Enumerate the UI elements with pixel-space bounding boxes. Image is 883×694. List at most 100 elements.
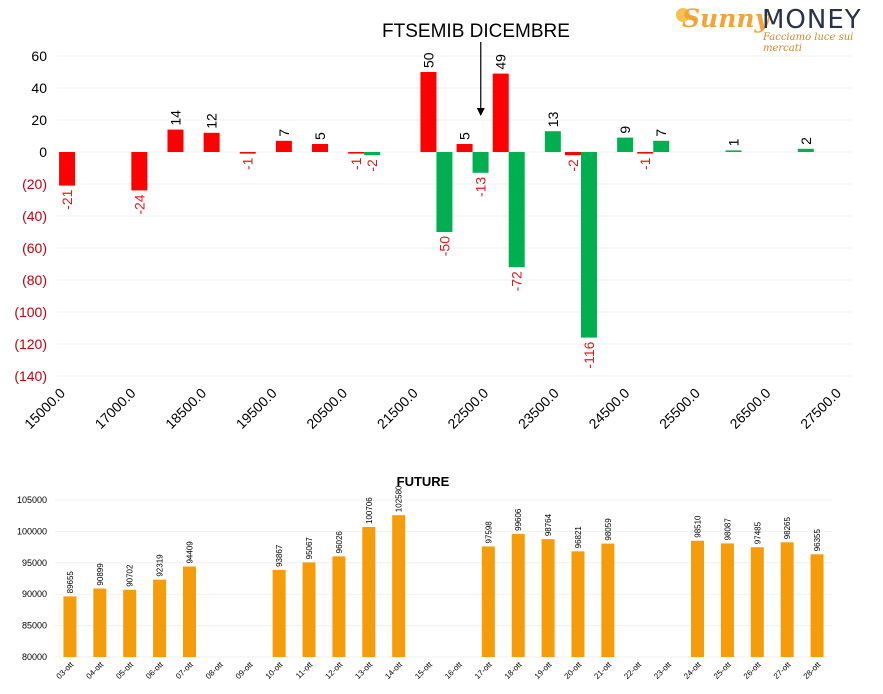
ftsemib-bar xyxy=(564,152,581,156)
future-y-tick-label: 105000 xyxy=(17,495,47,505)
ftsemib-data-label: 14 xyxy=(167,110,183,126)
logo-money-text: MONEY xyxy=(762,5,862,35)
future-data-label: 92319 xyxy=(156,554,165,577)
future-data-label: 93867 xyxy=(275,544,284,567)
future-data-labels: 89655 90899 90702 92319 94409 93867 95067 96026… xyxy=(66,485,822,593)
ftsemib-x-tick-label: 15000.0 xyxy=(21,385,68,432)
ftsemib-bar xyxy=(167,129,184,152)
future-y-axis: 80000 85000 90000 95000 100000 105000 xyxy=(17,495,47,662)
ftsemib-x-tick-label: 20500.0 xyxy=(303,385,350,432)
future-x-tick-label: 26-ott xyxy=(742,660,763,681)
ftsemib-bar xyxy=(797,148,814,152)
future-x-tick-label: 14-ott xyxy=(383,660,404,681)
ftsemib-data-label: -116 xyxy=(581,341,597,368)
ftsemib-bar xyxy=(275,140,292,152)
future-x-tick-label: 27-ott xyxy=(772,660,793,681)
ftsemib-arrow-annotation xyxy=(476,42,485,116)
future-bar xyxy=(810,554,824,657)
future-bar xyxy=(272,569,286,657)
future-x-tick-label: 07-ott xyxy=(174,660,195,681)
ftsemib-bar xyxy=(364,152,381,156)
ftsemib-x-tick-label: 18500.0 xyxy=(162,385,209,432)
ftsemib-data-label: -1 xyxy=(240,157,256,170)
ftsemib-x-tick-label: 22500.0 xyxy=(444,385,491,432)
ftsemib-bar xyxy=(508,152,525,268)
future-x-tick-label: 11-ott xyxy=(294,660,315,681)
future-x-tick-label: 25-ott xyxy=(712,660,733,681)
future-x-tick-label: 18-ott xyxy=(503,660,524,681)
ftsemib-data-label: -2 xyxy=(364,159,380,172)
future-data-label: 95067 xyxy=(305,537,314,560)
ftsemib-y-tick-label: (60) xyxy=(22,240,47,256)
logo-tagline: Facciamo luce sui mercati xyxy=(763,32,854,54)
ftsemib-data-label: -1 xyxy=(348,157,364,170)
ftsemib-bar xyxy=(580,152,597,338)
ftsemib-bar xyxy=(637,152,654,154)
future-chart: FUTURE 80000850009000095000100000105000 … xyxy=(17,474,832,681)
ftsemib-bar xyxy=(725,150,742,152)
future-y-tick-label: 90000 xyxy=(22,589,47,599)
ftsemib-data-label: 50 xyxy=(420,52,436,68)
future-bars xyxy=(63,515,824,657)
ftsemib-data-label: -50 xyxy=(436,236,452,256)
future-data-label: 98087 xyxy=(723,518,732,541)
ftsemib-data-label: 12 xyxy=(204,113,220,129)
logo-sunny-text: Sunny xyxy=(682,4,770,33)
future-x-tick-label: 06-ott xyxy=(144,660,165,681)
ftsemib-data-label: -2 xyxy=(565,159,581,172)
future-x-tick-label: 22-ott xyxy=(622,660,643,681)
future-bar xyxy=(691,540,705,657)
ftsemib-x-tick-label: 19500.0 xyxy=(233,385,280,432)
ftsemib-bar xyxy=(456,144,473,152)
future-x-tick-label: 04-ott xyxy=(84,660,105,681)
future-x-tick-label: 15-ott xyxy=(413,660,434,681)
future-x-tick-label: 16-ott xyxy=(443,660,464,681)
ftsemib-data-label: -72 xyxy=(509,271,525,291)
future-data-label: 90899 xyxy=(96,563,105,586)
future-bar xyxy=(481,546,495,657)
ftsemib-y-tick-label: (100) xyxy=(14,304,47,320)
future-gridlines xyxy=(55,499,832,658)
ftsemib-data-label: -1 xyxy=(637,157,653,170)
future-bar xyxy=(392,515,406,657)
future-bar xyxy=(571,551,585,657)
ftsemib-data-label: 9 xyxy=(617,126,633,134)
ftsemib-y-tick-label: (140) xyxy=(14,368,47,384)
ftsemib-data-label: -13 xyxy=(473,177,489,197)
ftsemib-chart: FTSEMIB DICEMBRE 60 40 20 0 (20) (40) (60) (80)… xyxy=(14,21,852,432)
ftsemib-bar xyxy=(131,152,148,191)
future-data-label: 96026 xyxy=(335,531,344,554)
future-x-tick-label: 03-ott xyxy=(55,660,76,681)
future-bar xyxy=(153,579,167,657)
ftsemib-bar xyxy=(203,132,220,152)
future-x-tick-label: 23-ott xyxy=(652,660,673,681)
future-bar xyxy=(63,596,77,657)
future-x-tick-label: 19-ott xyxy=(533,660,554,681)
ftsemib-bar xyxy=(544,131,561,152)
future-data-label: 100706 xyxy=(365,497,374,524)
future-x-tick-label: 12-ott xyxy=(323,660,344,681)
future-data-label: 102580 xyxy=(395,485,404,512)
ftsemib-x-tick-label: 17000.0 xyxy=(92,385,139,432)
ftsemib-y-tick-label: (80) xyxy=(22,272,47,288)
future-bar xyxy=(302,562,316,657)
sunny-money-logo: Sunny MONEY Facciamo luce sui mercati xyxy=(676,2,881,54)
ftsemib-data-label: 49 xyxy=(493,54,509,70)
future-data-label: 97598 xyxy=(484,521,493,544)
ftsemib-x-tick-label: 25500.0 xyxy=(656,385,703,432)
future-bar xyxy=(601,543,615,657)
ftsemib-y-tick-label: (40) xyxy=(22,208,47,224)
future-x-axis: 03-ott 04-ott 05-ott 06-ott 07-ott 08-ott 09-o… xyxy=(55,660,823,681)
ftsemib-data-label: 1 xyxy=(726,138,742,146)
ftsemib-bar xyxy=(617,137,634,152)
future-data-label: 96355 xyxy=(813,528,822,551)
future-x-tick-label: 08-ott xyxy=(204,660,225,681)
ftsemib-bar xyxy=(59,152,76,186)
ftsemib-bar xyxy=(436,152,453,232)
future-data-label: 97485 xyxy=(753,521,762,544)
future-data-label: 94409 xyxy=(185,541,194,564)
future-data-label: 89655 xyxy=(66,571,75,594)
future-data-label: 90702 xyxy=(126,564,135,587)
future-chart-title: FUTURE xyxy=(397,474,450,489)
